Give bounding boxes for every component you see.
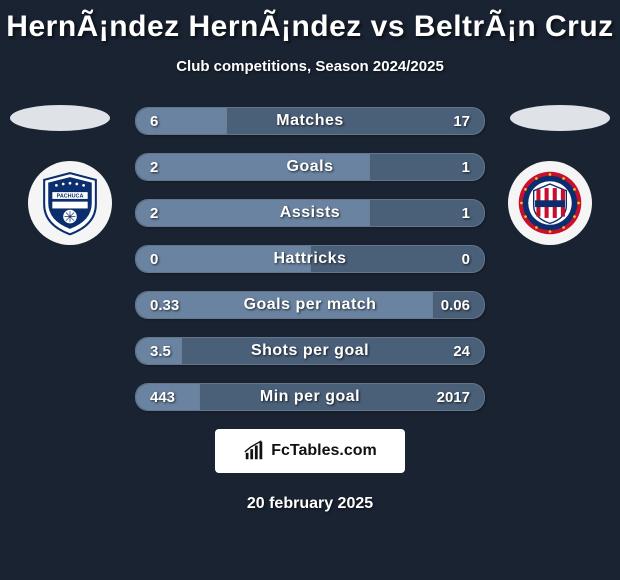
- stat-label: Goals per match: [244, 296, 377, 314]
- team-crest-right: [508, 161, 592, 245]
- stat-value-right: 24: [453, 343, 470, 360]
- stat-label: Goals: [287, 158, 334, 176]
- stat-row: 3.5 Shots per goal 24: [135, 337, 485, 365]
- svg-text:PACHUCA: PACHUCA: [57, 194, 84, 200]
- platform-left: [10, 105, 110, 131]
- stat-row: 2 Assists 1: [135, 199, 485, 227]
- stats-list: 6 Matches 17 2 Goals 1 2 Assists 1 0 Hattricks 0 0.3…: [135, 105, 485, 411]
- stat-value-left: 6: [150, 113, 158, 130]
- stat-bar-right: [226, 108, 484, 134]
- stat-value-left: 2: [150, 159, 158, 176]
- subtitle: Club competitions, Season 2024/2025: [0, 58, 620, 75]
- stat-value-right: 1: [462, 159, 470, 176]
- stat-row: 443 Min per goal 2017: [135, 383, 485, 411]
- stat-label: Min per goal: [260, 388, 360, 406]
- stat-value-left: 443: [150, 389, 175, 406]
- stat-value-right: 0.06: [441, 297, 470, 314]
- comparison-panel: PACHUCA 6 Matches 17 2 Goals 1 2 Assists 1 0 Hattr…: [0, 105, 620, 411]
- stat-row: 2 Goals 1: [135, 153, 485, 181]
- stat-value-right: 2017: [437, 389, 470, 406]
- stat-value-left: 0: [150, 251, 158, 268]
- brand-text: FcTables.com: [271, 442, 377, 460]
- date-text: 20 february 2025: [0, 495, 620, 513]
- stat-bar-left: [136, 154, 369, 180]
- stat-label: Matches: [276, 112, 344, 130]
- stat-value-left: 2: [150, 205, 158, 222]
- stat-value-right: 1: [462, 205, 470, 222]
- stat-value-left: 0.33: [150, 297, 179, 314]
- platform-right: [510, 105, 610, 131]
- stat-label: Shots per goal: [251, 342, 369, 360]
- brand-badge[interactable]: FcTables.com: [215, 429, 405, 473]
- chivas-crest-icon: [516, 169, 584, 237]
- stat-value-right: 17: [453, 113, 470, 130]
- stat-label: Hattricks: [274, 250, 347, 268]
- page-title: HernÃ¡ndez HernÃ¡ndez vs BeltrÃ¡n Cruz: [0, 0, 620, 44]
- chart-icon: [243, 440, 265, 462]
- stat-label: Assists: [280, 204, 340, 222]
- stat-row: 6 Matches 17: [135, 107, 485, 135]
- stat-value-right: 0: [462, 251, 470, 268]
- team-crest-left: PACHUCA: [28, 161, 112, 245]
- stat-row: 0 Hattricks 0: [135, 245, 485, 273]
- stat-row: 0.33 Goals per match 0.06: [135, 291, 485, 319]
- pachuca-crest-icon: PACHUCA: [36, 169, 104, 237]
- stat-value-left: 3.5: [150, 343, 171, 360]
